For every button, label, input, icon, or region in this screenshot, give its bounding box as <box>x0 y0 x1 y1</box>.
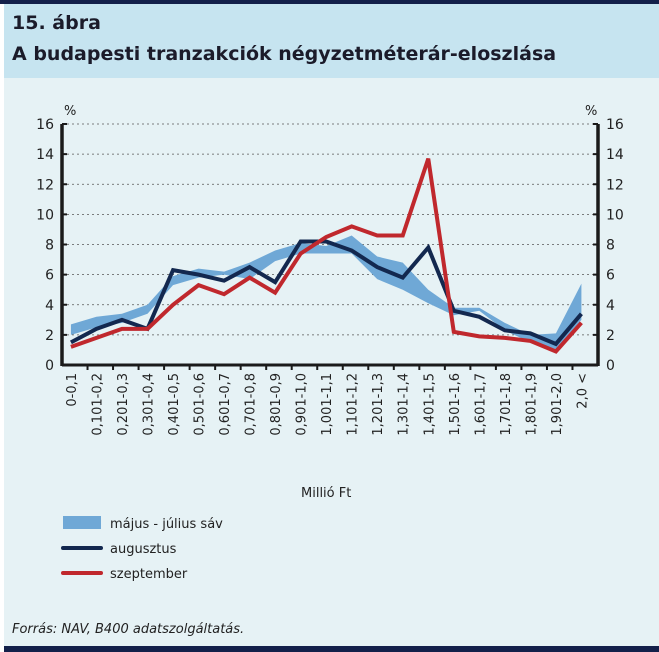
y-tick-label-right: 8 <box>606 238 615 254</box>
y-tick-label-left: 10 <box>36 207 54 223</box>
figure-title: A budapesti tranzakciók négyzetméterár-e… <box>12 43 556 65</box>
series-line-augusztus <box>69 239 583 347</box>
y-axis-unit-left: % <box>64 104 76 119</box>
legend-augusztus-label: augusztus <box>110 542 177 557</box>
x-tick-label: 0,701-0,8 <box>244 373 259 436</box>
title-background <box>4 4 659 78</box>
x-tick-label: 1,201-1,3 <box>371 373 386 436</box>
x-tick-label: 0,301-0,4 <box>142 373 157 436</box>
y-tick-label-left: 14 <box>36 147 54 163</box>
legend-band-swatch <box>63 516 101 529</box>
y-tick-label-right: 4 <box>606 298 615 314</box>
y-tick-label-left: 8 <box>45 238 54 254</box>
bottom-frame-bar <box>4 646 659 652</box>
y-tick-label-right: 10 <box>606 207 624 223</box>
x-tick-label: 1,901-2,0 <box>550 373 565 436</box>
x-tick-label: 0,201-0,3 <box>116 373 131 436</box>
series-line-szeptember <box>70 158 583 354</box>
x-tick-label: 1,301-1,4 <box>397 373 412 436</box>
y-tick-label-left: 4 <box>45 298 54 314</box>
x-tick-label: 1,001-1,1 <box>320 373 335 436</box>
x-tick-label: 0,101-0,2 <box>90 373 105 436</box>
x-tick-label: 0-0,1 <box>65 373 80 407</box>
y-tick-label-right: 0 <box>606 358 615 374</box>
x-tick-label: 0,401-0,5 <box>167 373 182 436</box>
chart-panel <box>4 78 659 646</box>
y-tick-label-right: 14 <box>606 147 624 163</box>
legend-szeptember-label: szeptember <box>110 567 188 582</box>
y-tick-label-left: 16 <box>36 117 54 133</box>
y-tick-label-right: 16 <box>606 117 624 133</box>
figure-number: 15. ábra <box>12 12 101 34</box>
y-tick-label-left: 0 <box>45 358 54 374</box>
x-tick-label: 0,601-0,7 <box>218 373 233 436</box>
legend: május - július sáv augusztus szeptember <box>61 516 223 582</box>
y-axis-unit-right: % <box>585 104 597 119</box>
x-tick-label: 1,401-1,5 <box>422 373 437 436</box>
y-tick-label-left: 6 <box>45 268 54 284</box>
x-tick-label: 1,101-1,2 <box>346 373 361 436</box>
y-tick-label-right: 12 <box>606 177 624 193</box>
x-tick-label: 1,701-1,8 <box>499 373 514 436</box>
x-tick-label: 1,501-1,6 <box>448 373 463 436</box>
x-tick-label: 0,901-1,0 <box>295 373 310 436</box>
x-axis-label: Millió Ft <box>301 486 351 501</box>
x-tick-label: 1,601-1,7 <box>473 373 488 436</box>
y-tick-label-left: 2 <box>45 328 54 344</box>
x-tick-label: 1,801-1,9 <box>524 373 539 436</box>
x-tick-label: 0,501-0,6 <box>193 373 208 436</box>
legend-band-label: május - július sáv <box>110 517 223 532</box>
y-tick-label-left: 12 <box>36 177 54 193</box>
x-tick-label: 2,0 < <box>575 373 590 409</box>
source-note: Forrás: NAV, B400 adatszolgáltatás. <box>12 622 244 637</box>
x-tick-label: 0,801-0,9 <box>269 373 284 436</box>
top-frame-bar <box>0 0 659 4</box>
y-tick-label-right: 6 <box>606 268 615 284</box>
range-band-may-july <box>70 235 582 350</box>
y-tick-label-right: 2 <box>606 328 615 344</box>
